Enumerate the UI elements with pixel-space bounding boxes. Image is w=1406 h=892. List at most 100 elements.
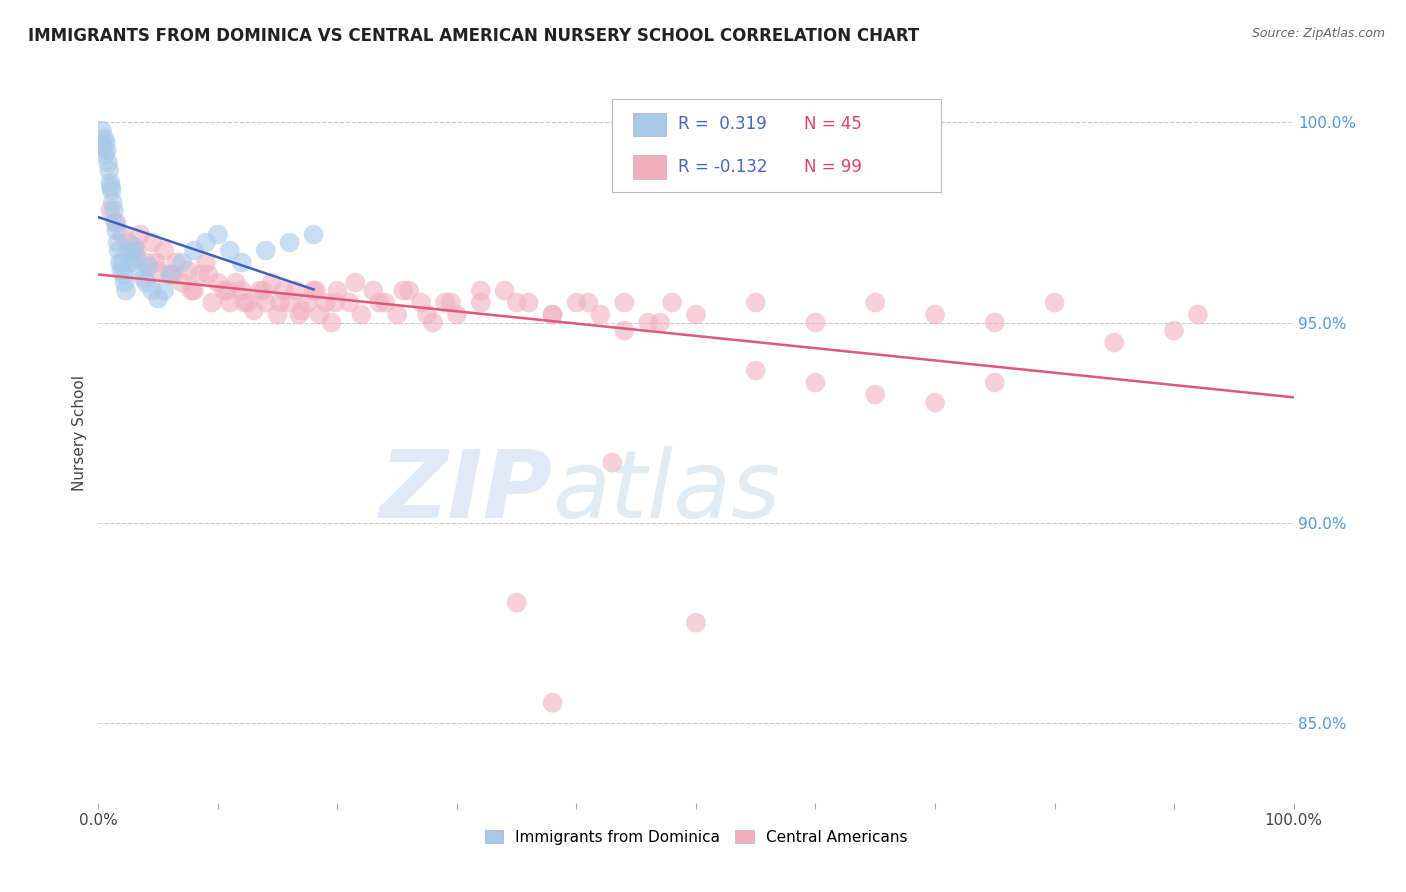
- Point: [98, 203, 122, 218]
- Point: [120, 255, 142, 269]
- Text: atlas: atlas: [553, 446, 780, 537]
- FancyBboxPatch shape: [613, 99, 941, 192]
- Point: [105, 215, 128, 229]
- Point: [565, 295, 588, 310]
- Point: [804, 376, 827, 390]
- Point: [326, 284, 349, 298]
- Point: [422, 316, 444, 330]
- Point: [180, 284, 202, 298]
- Point: [416, 308, 439, 322]
- Point: [115, 284, 138, 298]
- Point: [385, 308, 409, 322]
- Point: [745, 295, 768, 310]
- Point: [100, 184, 122, 198]
- Point: [124, 244, 146, 258]
- Point: [254, 244, 277, 258]
- Text: Source: ZipAtlas.com: Source: ZipAtlas.com: [1251, 27, 1385, 40]
- Point: [141, 284, 163, 298]
- Point: [121, 247, 143, 261]
- Point: [91, 123, 114, 137]
- Point: [350, 308, 373, 322]
- Point: [254, 295, 277, 310]
- Point: [165, 255, 187, 269]
- Legend: Immigrants from Dominica, Central Americans: Immigrants from Dominica, Central Americ…: [478, 823, 914, 851]
- Point: [446, 308, 468, 322]
- Point: [685, 308, 707, 322]
- Point: [231, 255, 253, 269]
- Point: [411, 295, 433, 310]
- Point: [305, 284, 328, 298]
- Text: R =  0.319: R = 0.319: [678, 115, 766, 134]
- Point: [392, 284, 415, 298]
- Point: [236, 295, 259, 310]
- Point: [650, 316, 672, 330]
- Point: [114, 276, 136, 290]
- Point: [541, 696, 564, 710]
- Point: [103, 203, 125, 218]
- Point: [984, 316, 1007, 330]
- Point: [541, 308, 564, 322]
- Point: [344, 276, 367, 290]
- Point: [91, 139, 114, 153]
- Point: [315, 295, 337, 310]
- Point: [93, 131, 115, 145]
- Point: [252, 284, 274, 298]
- Point: [107, 244, 129, 258]
- Point: [269, 295, 291, 310]
- Point: [96, 144, 118, 158]
- Text: N = 45: N = 45: [804, 115, 862, 134]
- Point: [110, 263, 132, 277]
- Point: [440, 295, 463, 310]
- Point: [100, 179, 122, 194]
- Point: [212, 284, 235, 298]
- Point: [1043, 295, 1066, 310]
- Point: [125, 252, 148, 266]
- Point: [108, 255, 131, 269]
- Point: [709, 123, 731, 137]
- Point: [112, 268, 135, 282]
- Point: [207, 276, 229, 290]
- Point: [613, 295, 636, 310]
- Point: [233, 295, 256, 310]
- Point: [291, 303, 314, 318]
- Point: [267, 308, 290, 322]
- Point: [231, 284, 253, 298]
- Point: [117, 244, 139, 258]
- Point: [288, 308, 311, 322]
- Point: [153, 284, 176, 298]
- Point: [138, 260, 160, 274]
- Point: [984, 376, 1007, 390]
- Point: [188, 268, 211, 282]
- Point: [470, 295, 492, 310]
- FancyBboxPatch shape: [633, 112, 666, 136]
- Point: [284, 284, 307, 298]
- Point: [302, 284, 325, 298]
- Point: [145, 255, 167, 269]
- Point: [260, 276, 283, 290]
- Point: [172, 255, 194, 269]
- Point: [1187, 308, 1209, 322]
- Point: [159, 268, 181, 282]
- Point: [183, 244, 205, 258]
- Point: [506, 295, 529, 310]
- Point: [243, 303, 266, 318]
- Point: [104, 215, 127, 229]
- Point: [308, 308, 330, 322]
- Point: [94, 136, 117, 150]
- Text: R = -0.132: R = -0.132: [678, 158, 768, 176]
- Point: [172, 276, 194, 290]
- FancyBboxPatch shape: [633, 155, 666, 178]
- Point: [207, 227, 229, 242]
- Point: [195, 255, 218, 269]
- Point: [201, 295, 224, 310]
- Point: [225, 276, 247, 290]
- Point: [321, 316, 343, 330]
- Point: [129, 227, 152, 242]
- Point: [924, 395, 946, 409]
- Point: [804, 316, 827, 330]
- Point: [368, 295, 391, 310]
- Point: [148, 292, 170, 306]
- Point: [470, 284, 492, 298]
- Point: [685, 615, 707, 630]
- Point: [278, 235, 301, 250]
